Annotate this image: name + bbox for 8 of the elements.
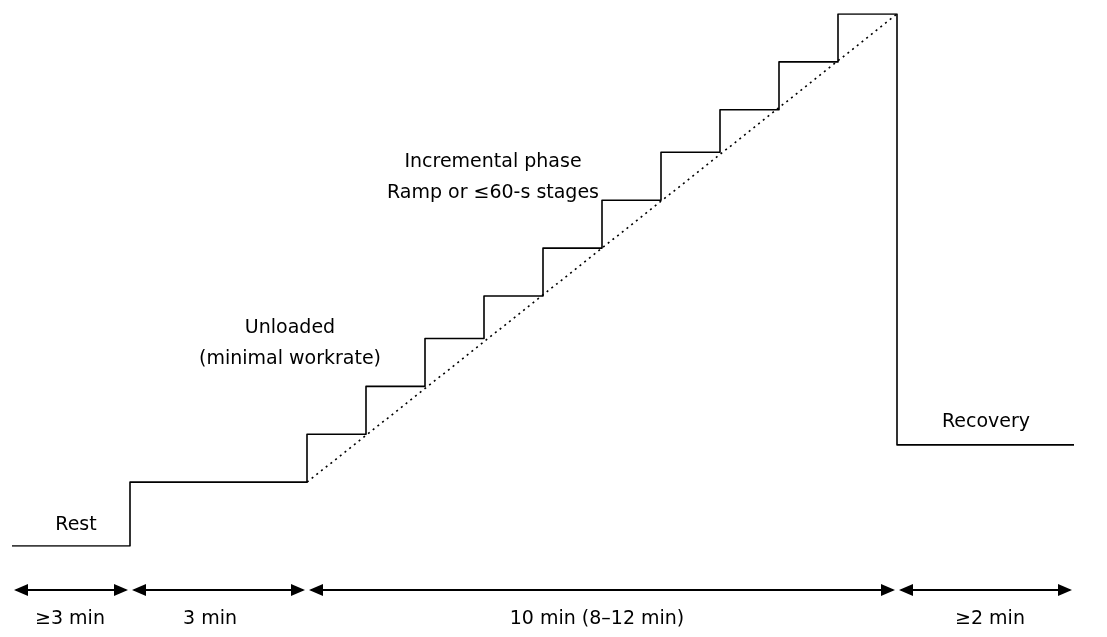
annotation: Incremental phase Ramp or ≤60-s stages [386,148,600,204]
annotation: Rest [55,510,97,536]
text: 10 min (8–12 min) [509,604,685,630]
annotation: Unloaded (minimal workrate) [199,314,381,370]
annotation: Recovery [941,407,1031,433]
text: ≥2 min [955,604,1025,630]
text: 3 min [183,604,237,630]
text: ≥3 min [35,604,105,630]
